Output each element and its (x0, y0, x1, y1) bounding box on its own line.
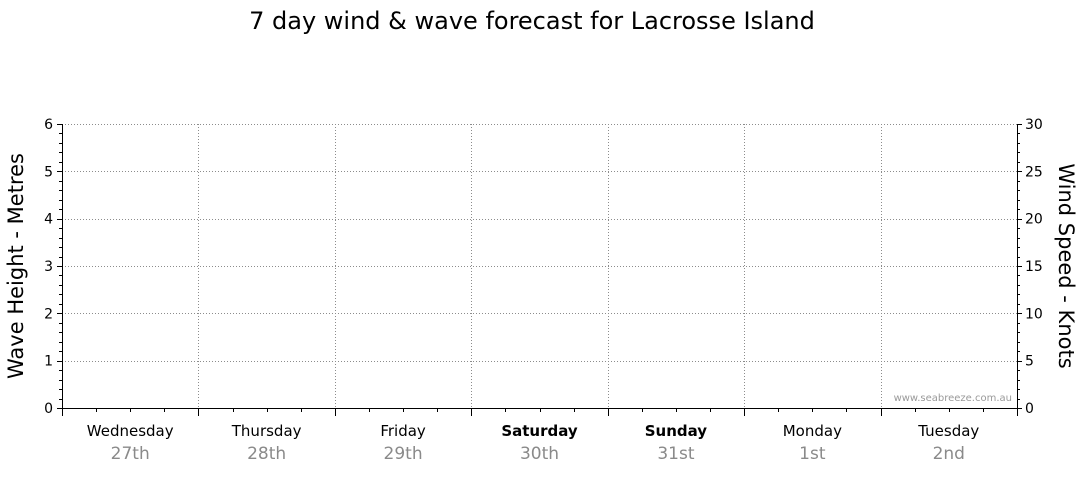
y-tick-label-left: 6 (44, 117, 53, 133)
x-day-date-label: 30th (520, 444, 559, 464)
y-tick-label-left: 5 (44, 164, 53, 180)
x-day-name-label: Thursday (231, 422, 302, 440)
y-tick-label-left: 0 (44, 401, 53, 417)
y-tick-label-left: 1 (44, 354, 53, 370)
x-day-date-label: 28th (247, 444, 286, 464)
y-tick-label-right: 5 (1025, 354, 1034, 370)
x-day-name-label: Tuesday (917, 422, 979, 440)
chart-title: 7 day wind & wave forecast for Lacrosse … (249, 7, 815, 35)
x-day-name-label: Wednesday (87, 422, 174, 440)
x-day-name-label: Sunday (645, 422, 708, 440)
x-day-name-label: Monday (783, 422, 842, 440)
y-tick-label-left: 4 (44, 212, 53, 228)
x-day-date-label: 31st (657, 444, 694, 464)
y-tick-label-right: 0 (1025, 401, 1034, 417)
x-day-date-label: 27th (111, 444, 150, 464)
x-day-date-label: 29th (384, 444, 423, 464)
watermark: www.seabreeze.com.au (894, 393, 1012, 404)
y-tick-label-right: 20 (1025, 212, 1043, 228)
y-tick-label-right: 10 (1025, 306, 1043, 322)
y-tick-label-right: 30 (1025, 117, 1043, 133)
y-tick-label-right: 25 (1025, 164, 1043, 180)
y-axis-label-right: Wind Speed - Knots (1054, 163, 1078, 368)
x-day-name-label: Friday (380, 422, 426, 440)
y-tick-label-right: 15 (1025, 259, 1043, 275)
y-axis-label-left: Wave Height - Metres (4, 153, 28, 379)
y-tick-label-left: 2 (44, 306, 53, 322)
x-day-date-label: 1st (799, 444, 826, 464)
y-tick-label-left: 3 (44, 259, 53, 275)
plot-area: 0 1 2 3 4 5 6 0 5 10 15 20 25 30 Wednesday 27th Thursday… (44, 117, 1043, 464)
x-day-date-label: 2nd (933, 444, 965, 464)
x-day-name-label: Saturday (501, 422, 578, 440)
